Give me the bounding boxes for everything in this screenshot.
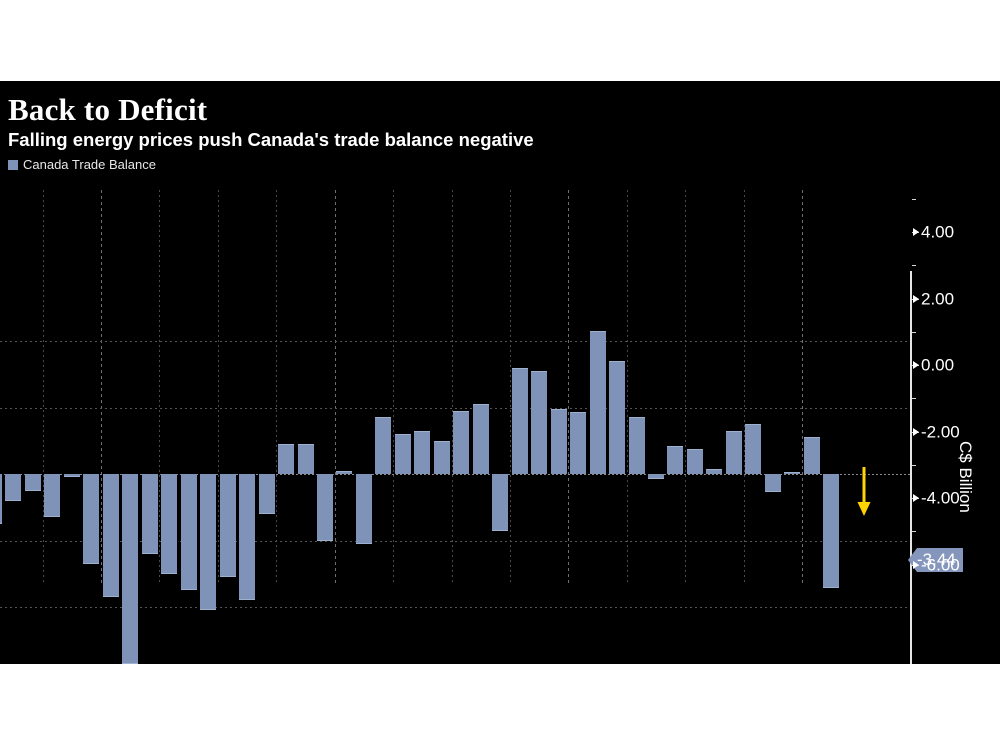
- y-gridline: [0, 407, 910, 409]
- y-tick-label: 2.00: [921, 289, 955, 308]
- bar[interactable]: [531, 370, 548, 474]
- x-gridline: [101, 190, 103, 583]
- bar[interactable]: [647, 474, 664, 479]
- y-minor-tick-mark: [912, 331, 916, 333]
- bar[interactable]: [492, 474, 509, 531]
- bar[interactable]: [200, 474, 217, 611]
- bar[interactable]: [628, 417, 645, 474]
- y-minor-tick-mark: [912, 531, 916, 533]
- bar[interactable]: [316, 474, 333, 541]
- bar[interactable]: [0, 474, 2, 524]
- bar[interactable]: [570, 412, 587, 474]
- bar[interactable]: [823, 474, 840, 589]
- bar[interactable]: [24, 474, 41, 491]
- bar[interactable]: [122, 474, 139, 664]
- bar[interactable]: [550, 409, 567, 474]
- y-tick-arrow-icon: [913, 361, 919, 369]
- x-gridline: [393, 190, 395, 583]
- y-tick-label: -2.00: [921, 422, 960, 441]
- x-gridline: [42, 190, 44, 583]
- x-gridline: [276, 190, 278, 583]
- x-gridline: [451, 190, 453, 583]
- bar[interactable]: [589, 331, 606, 474]
- y-gridline: [0, 341, 910, 342]
- bar[interactable]: [219, 474, 236, 578]
- bar[interactable]: [725, 430, 742, 474]
- down-arrow-icon: [857, 467, 871, 516]
- y-tick-arrow-icon: [913, 294, 919, 303]
- x-gridline: [626, 190, 628, 583]
- callout-value-label: -3.44: [917, 548, 963, 572]
- down-arrow-annotation: [855, 467, 873, 522]
- chart-header: Back to Deficit Falling energy prices pu…: [8, 93, 988, 173]
- bar[interactable]: [706, 469, 723, 474]
- bar[interactable]: [686, 449, 703, 474]
- y-tick-arrow-icon: [913, 494, 919, 502]
- bar[interactable]: [180, 474, 197, 591]
- last-value-callout: -3.44: [908, 548, 963, 572]
- chart-canvas[interactable]: [0, 190, 910, 664]
- bar[interactable]: [239, 474, 256, 601]
- y-gridline: [0, 607, 910, 608]
- y-tick-label: -4.00: [921, 488, 960, 508]
- y-minor-tick-mark: [912, 198, 916, 200]
- page-title: Back to Deficit: [8, 92, 208, 127]
- bar[interactable]: [764, 474, 781, 493]
- bar[interactable]: [5, 474, 22, 501]
- chart-subtitle: Falling energy prices push Canada's trad…: [8, 129, 534, 150]
- x-gridline: [802, 190, 803, 583]
- bar[interactable]: [414, 430, 431, 474]
- bar[interactable]: [141, 474, 158, 554]
- bar[interactable]: [278, 444, 295, 474]
- bar[interactable]: [453, 410, 470, 474]
- y-minor-tick-mark: [912, 398, 916, 400]
- y-minor-tick-mark: [912, 464, 916, 466]
- zero-line: [0, 474, 910, 475]
- y-axis-line: [910, 271, 912, 664]
- bar[interactable]: [511, 367, 528, 474]
- callout-notch-icon: [908, 548, 917, 572]
- bar[interactable]: [336, 470, 353, 474]
- bar[interactable]: [433, 440, 450, 474]
- legend-item-label: Canada Trade Balance: [23, 157, 156, 172]
- bar[interactable]: [375, 417, 392, 474]
- bar[interactable]: [297, 444, 314, 474]
- y-gridline: [0, 540, 910, 542]
- legend-swatch-icon: [8, 160, 18, 170]
- x-gridline: [568, 190, 570, 583]
- x-gridline: [509, 190, 511, 583]
- x-gridline: [334, 190, 336, 583]
- bar[interactable]: [63, 474, 80, 478]
- bloomberg-chart-card: Back to Deficit Falling energy prices pu…: [0, 81, 1000, 664]
- y-tick-label: -6.00: [921, 555, 960, 574]
- chart-legend: Canada Trade Balance: [8, 157, 988, 173]
- y-tick-label: 0.00: [921, 355, 955, 375]
- bar[interactable]: [784, 472, 801, 475]
- bar[interactable]: [394, 434, 411, 474]
- x-gridline: [685, 190, 687, 583]
- bar[interactable]: [667, 445, 684, 474]
- bar[interactable]: [745, 424, 762, 474]
- bar[interactable]: [161, 474, 178, 574]
- x-gridline: [159, 190, 161, 583]
- chart-plot-area: [0, 190, 910, 664]
- bar[interactable]: [44, 474, 61, 518]
- bar[interactable]: [102, 474, 119, 598]
- bar[interactable]: [472, 404, 489, 474]
- y-tick-label: 4.00: [921, 222, 955, 242]
- y-tick-arrow-icon: [913, 228, 919, 236]
- bar[interactable]: [355, 474, 372, 544]
- y-tick-arrow-icon: [913, 560, 919, 569]
- bar[interactable]: [258, 474, 275, 514]
- x-gridline: [217, 190, 219, 583]
- y-minor-tick-mark: [912, 265, 916, 267]
- x-gridline: [743, 190, 745, 583]
- bar[interactable]: [83, 474, 100, 564]
- bar[interactable]: [609, 360, 626, 474]
- y-tick-arrow-icon: [913, 427, 919, 436]
- bar[interactable]: [803, 437, 820, 474]
